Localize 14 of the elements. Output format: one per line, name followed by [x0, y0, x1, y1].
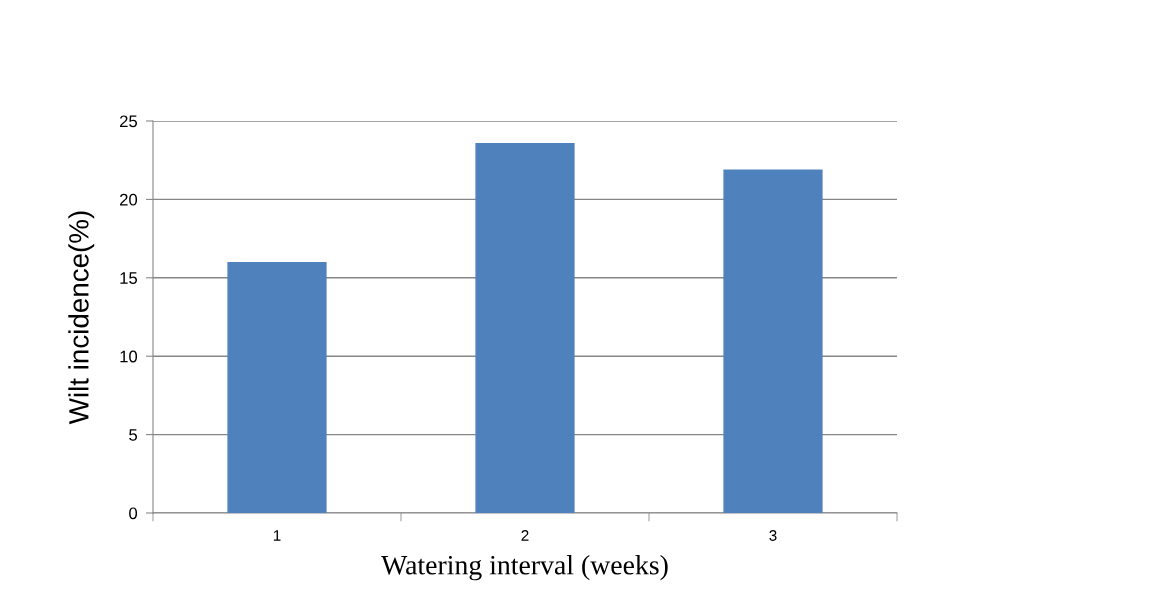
x-tick-label: 2: [521, 530, 529, 541]
y-tick-label: 10: [120, 350, 138, 363]
x-tick-label: 1: [273, 530, 281, 541]
y-tick-label: 20: [120, 193, 138, 206]
y-axis-title: Wilt incidence(%): [68, 211, 95, 425]
bar: [723, 169, 823, 513]
bar: [475, 142, 575, 513]
x-axis-title: Watering interval (weeks): [381, 555, 668, 581]
x-tick-label: 3: [769, 530, 777, 541]
bar: [227, 262, 327, 513]
y-tick-label: 25: [120, 115, 138, 128]
y-tick-label: 15: [120, 272, 138, 284]
y-tick-label: 5: [129, 429, 138, 441]
y-tick-label: 0: [129, 507, 138, 520]
